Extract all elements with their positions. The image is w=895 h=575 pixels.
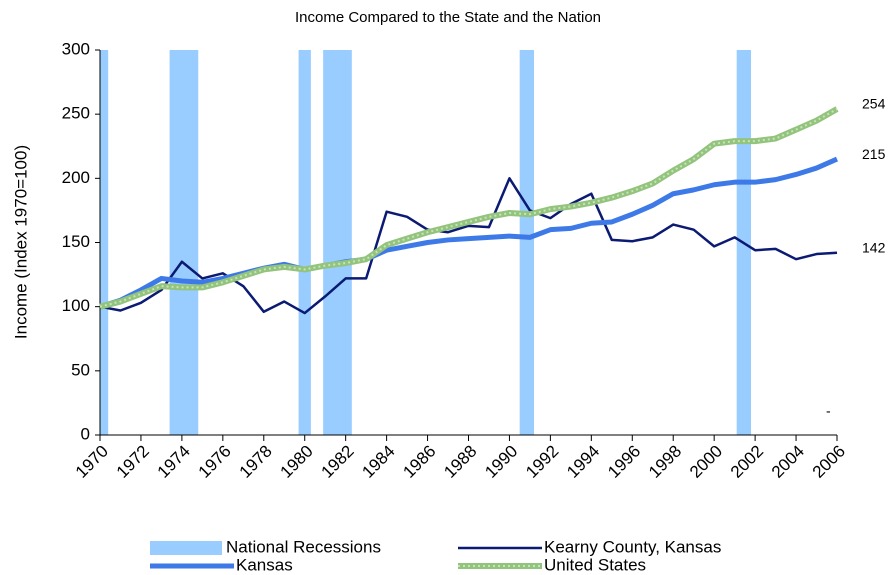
end-value-label: 254 — [862, 96, 886, 112]
x-tick-label: 1996 — [604, 442, 644, 482]
recession-band — [169, 50, 199, 435]
recession-band — [298, 50, 311, 435]
legend-swatch — [150, 541, 222, 555]
x-tick-label: 1976 — [195, 442, 235, 482]
recession-band — [323, 50, 352, 435]
y-tick-label: 250 — [62, 104, 90, 123]
y-tick-label: 100 — [62, 296, 90, 315]
x-tick-label: 1986 — [399, 442, 439, 482]
legend-label: National Recessions — [226, 537, 381, 556]
chart-title: Income Compared to the State and the Nat… — [295, 9, 601, 26]
end-value-label: 142 — [862, 239, 886, 255]
y-tick-label: 200 — [62, 168, 90, 187]
x-tick-label: 1978 — [236, 442, 276, 482]
y-axis-label: Income (Index 1970=100) — [11, 145, 30, 339]
x-tick-label: 2000 — [686, 442, 726, 482]
series-line — [99, 156, 839, 310]
recession-band — [519, 50, 535, 435]
recession-band — [100, 50, 109, 435]
x-tick-label: 1990 — [481, 442, 521, 482]
x-tick-label: 1988 — [440, 442, 480, 482]
y-tick-label: 300 — [62, 39, 90, 58]
x-tick-label: 1972 — [113, 442, 153, 482]
x-tick-label: 1974 — [154, 442, 194, 482]
x-tick-label: 1970 — [72, 442, 112, 482]
x-tick-label: 1984 — [358, 442, 398, 482]
x-tick-label: 1980 — [277, 442, 317, 482]
series-line — [99, 177, 838, 315]
annotation: - — [826, 403, 831, 419]
x-tick-label: 2004 — [768, 442, 808, 482]
y-tick-label: 0 — [81, 424, 90, 443]
y-tick-label: 150 — [62, 232, 90, 251]
x-tick-label: 1998 — [645, 442, 685, 482]
legend-label: Kearny County, Kansas — [544, 537, 721, 556]
legend-label: United States — [544, 555, 646, 574]
x-tick-label: 1994 — [563, 442, 603, 482]
end-value-label: 215 — [862, 146, 886, 162]
x-tick-label: 2006 — [809, 442, 849, 482]
x-tick-label: 1992 — [522, 442, 562, 482]
series-texture — [99, 108, 838, 308]
legend-label: Kansas — [236, 555, 293, 574]
y-tick-label: 50 — [71, 360, 90, 379]
x-tick-label: 1982 — [317, 442, 357, 482]
x-tick-label: 2002 — [727, 442, 767, 482]
